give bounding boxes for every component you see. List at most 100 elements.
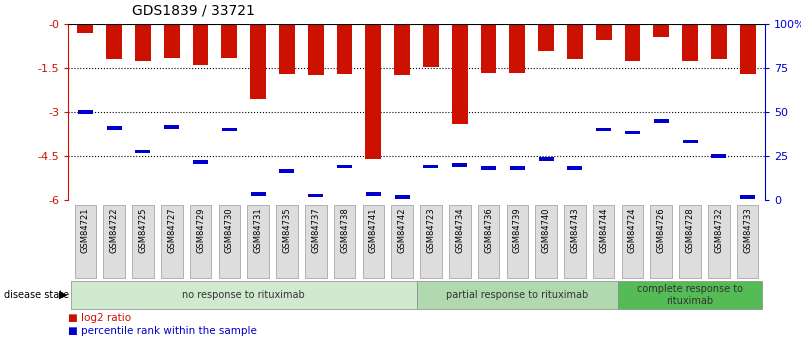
FancyBboxPatch shape bbox=[622, 205, 643, 278]
Bar bbox=[452, 24, 468, 124]
FancyBboxPatch shape bbox=[248, 205, 269, 278]
Bar bbox=[682, 140, 698, 143]
Text: GDS1839 / 33721: GDS1839 / 33721 bbox=[132, 3, 255, 17]
Bar bbox=[394, 24, 410, 76]
FancyBboxPatch shape bbox=[276, 205, 298, 278]
Text: disease state: disease state bbox=[4, 290, 69, 300]
FancyBboxPatch shape bbox=[650, 205, 672, 278]
FancyBboxPatch shape bbox=[190, 205, 211, 278]
FancyBboxPatch shape bbox=[161, 205, 183, 278]
Bar bbox=[740, 24, 755, 74]
FancyBboxPatch shape bbox=[535, 205, 557, 278]
Bar bbox=[740, 195, 755, 199]
FancyBboxPatch shape bbox=[477, 205, 499, 278]
Text: partial response to rituximab: partial response to rituximab bbox=[446, 290, 589, 300]
Bar bbox=[250, 24, 266, 99]
Bar bbox=[135, 24, 151, 61]
Bar bbox=[567, 24, 583, 59]
Text: no response to rituximab: no response to rituximab bbox=[183, 290, 305, 300]
Text: GSM84733: GSM84733 bbox=[743, 207, 752, 253]
Bar bbox=[221, 24, 237, 58]
Bar bbox=[308, 24, 324, 76]
Bar bbox=[424, 165, 438, 168]
Text: GSM84723: GSM84723 bbox=[426, 207, 436, 253]
Text: GSM84730: GSM84730 bbox=[225, 207, 234, 253]
Bar bbox=[481, 166, 496, 170]
FancyBboxPatch shape bbox=[708, 205, 730, 278]
Bar bbox=[337, 165, 352, 168]
Bar bbox=[336, 24, 352, 74]
Text: GSM84740: GSM84740 bbox=[541, 207, 550, 253]
Text: complete response to
rituximab: complete response to rituximab bbox=[637, 284, 743, 306]
Bar bbox=[365, 24, 381, 159]
FancyBboxPatch shape bbox=[679, 205, 701, 278]
Text: ■ percentile rank within the sample: ■ percentile rank within the sample bbox=[68, 326, 257, 336]
Bar bbox=[107, 24, 122, 59]
Bar bbox=[164, 125, 179, 129]
Text: GSM84741: GSM84741 bbox=[368, 207, 378, 253]
Bar bbox=[395, 195, 409, 199]
FancyBboxPatch shape bbox=[564, 205, 586, 278]
FancyBboxPatch shape bbox=[74, 205, 96, 278]
Bar bbox=[222, 128, 237, 131]
Bar bbox=[625, 24, 641, 61]
Bar bbox=[251, 193, 266, 196]
Text: GSM84739: GSM84739 bbox=[513, 207, 521, 253]
FancyBboxPatch shape bbox=[71, 281, 417, 309]
Text: GSM84734: GSM84734 bbox=[455, 207, 465, 253]
Bar bbox=[538, 24, 554, 51]
FancyBboxPatch shape bbox=[737, 205, 759, 278]
Text: ■ log2 ratio: ■ log2 ratio bbox=[68, 313, 131, 323]
FancyBboxPatch shape bbox=[103, 205, 125, 278]
Text: GSM84725: GSM84725 bbox=[139, 207, 147, 253]
Text: GSM84728: GSM84728 bbox=[686, 207, 694, 253]
Bar bbox=[682, 24, 698, 61]
Bar bbox=[538, 157, 553, 161]
FancyBboxPatch shape bbox=[132, 205, 154, 278]
Bar bbox=[423, 24, 439, 67]
Text: GSM84727: GSM84727 bbox=[167, 207, 176, 253]
Bar bbox=[711, 154, 727, 158]
Text: GSM84737: GSM84737 bbox=[312, 207, 320, 253]
Text: GSM84729: GSM84729 bbox=[196, 207, 205, 253]
FancyBboxPatch shape bbox=[219, 205, 240, 278]
Bar bbox=[481, 24, 497, 72]
Text: GSM84732: GSM84732 bbox=[714, 207, 723, 253]
FancyBboxPatch shape bbox=[363, 205, 384, 278]
FancyBboxPatch shape bbox=[593, 205, 614, 278]
Text: GSM84744: GSM84744 bbox=[599, 207, 608, 253]
Bar bbox=[509, 166, 525, 170]
Bar bbox=[654, 119, 669, 123]
FancyBboxPatch shape bbox=[334, 205, 356, 278]
Text: GSM84735: GSM84735 bbox=[283, 207, 292, 253]
Text: GSM84722: GSM84722 bbox=[110, 207, 119, 253]
Bar bbox=[279, 24, 295, 74]
FancyBboxPatch shape bbox=[392, 205, 413, 278]
Bar bbox=[192, 24, 208, 65]
Text: GSM84724: GSM84724 bbox=[628, 207, 637, 253]
Text: GSM84742: GSM84742 bbox=[397, 207, 407, 253]
Text: GSM84736: GSM84736 bbox=[484, 207, 493, 253]
FancyBboxPatch shape bbox=[618, 281, 762, 309]
Text: GSM84743: GSM84743 bbox=[570, 207, 579, 253]
Bar bbox=[193, 160, 208, 164]
Bar bbox=[596, 24, 612, 40]
Text: GSM84738: GSM84738 bbox=[340, 207, 349, 253]
Bar bbox=[280, 169, 295, 172]
FancyBboxPatch shape bbox=[420, 205, 441, 278]
Bar bbox=[164, 24, 179, 58]
FancyBboxPatch shape bbox=[417, 281, 618, 309]
Text: ▶: ▶ bbox=[58, 290, 67, 300]
Text: GSM84721: GSM84721 bbox=[81, 207, 90, 253]
Bar bbox=[308, 194, 324, 197]
Bar bbox=[78, 110, 93, 114]
FancyBboxPatch shape bbox=[506, 205, 528, 278]
Bar bbox=[453, 163, 467, 167]
Bar bbox=[78, 24, 93, 33]
Bar bbox=[107, 127, 122, 130]
Bar bbox=[135, 150, 151, 154]
Bar bbox=[711, 24, 727, 59]
Text: GSM84731: GSM84731 bbox=[254, 207, 263, 253]
Bar bbox=[654, 24, 669, 37]
Text: GSM84726: GSM84726 bbox=[657, 207, 666, 253]
